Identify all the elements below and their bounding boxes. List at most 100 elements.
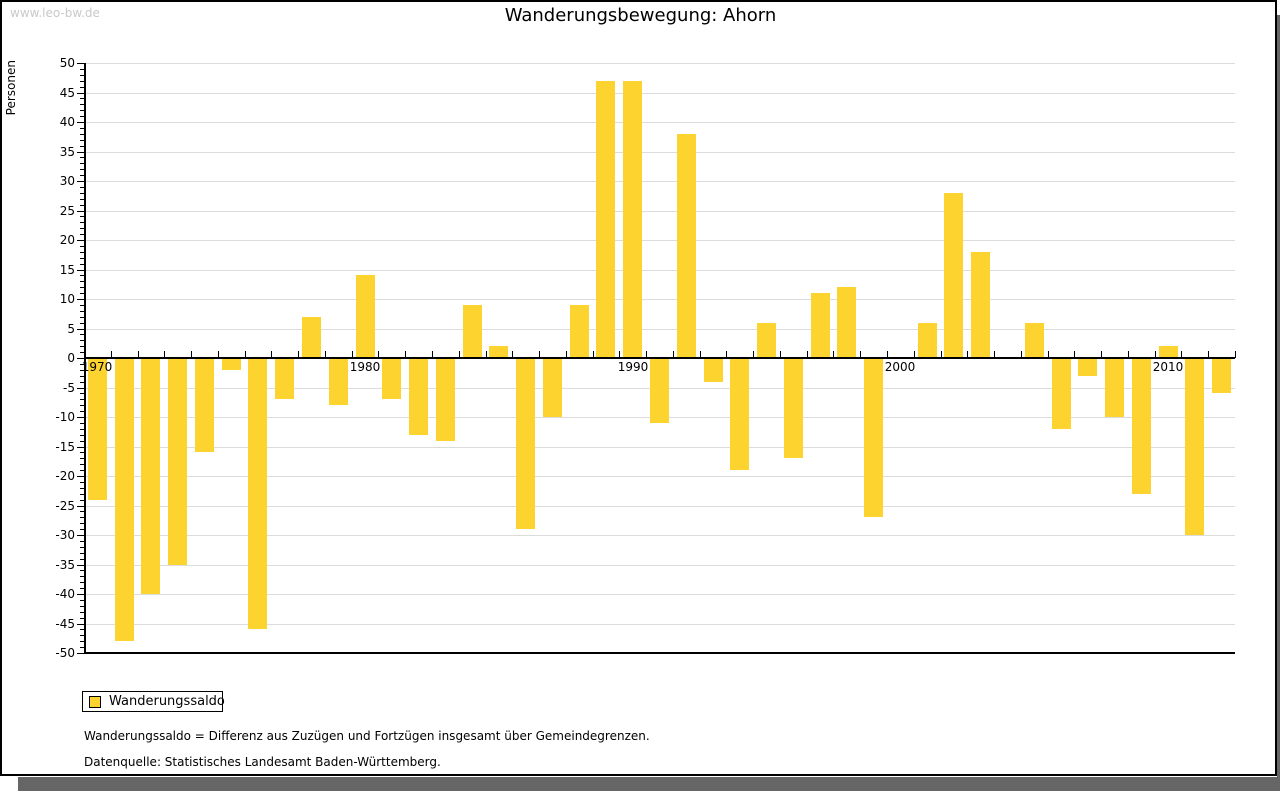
bar-2009: [1132, 358, 1151, 494]
y-major-tick: [77, 299, 84, 300]
y-major-tick: [77, 93, 84, 94]
y-minor-tick: [80, 75, 84, 76]
y-minor-tick: [80, 570, 84, 571]
gridline: [84, 93, 1235, 94]
gridline: [84, 122, 1235, 123]
gridline: [84, 565, 1235, 566]
x-decade-label-1980: 1980: [349, 360, 381, 374]
y-tick-label: 20: [59, 233, 75, 247]
y-minor-tick: [80, 423, 84, 424]
y-minor-tick: [80, 87, 84, 88]
watermark: www.leo-bw.de: [10, 6, 100, 20]
y-minor-tick: [80, 629, 84, 630]
gridline: [84, 624, 1235, 625]
y-minor-tick: [80, 116, 84, 117]
y-minor-tick: [80, 234, 84, 235]
x-tick: [566, 351, 567, 358]
y-major-tick: [77, 152, 84, 153]
bar-1984: [463, 305, 482, 358]
legend-label: Wanderungssaldo: [109, 694, 225, 709]
bar-1994: [730, 358, 749, 470]
bar-1993: [704, 358, 723, 382]
y-minor-tick: [80, 246, 84, 247]
y-major-tick: [77, 358, 84, 359]
footnote-source: Datenquelle: Statistisches Landesamt Bad…: [84, 755, 441, 769]
y-major-tick: [77, 506, 84, 507]
x-tick: [619, 351, 620, 358]
bar-1978: [302, 317, 321, 358]
bar-1977: [275, 358, 294, 399]
x-tick: [245, 351, 246, 358]
y-minor-tick: [80, 429, 84, 430]
bar-1995: [757, 323, 776, 358]
bar-1975: [222, 358, 241, 370]
gridline: [84, 594, 1235, 595]
y-major-tick: [77, 240, 84, 241]
x-tick: [539, 351, 540, 358]
bar-1980: [356, 275, 375, 358]
y-minor-tick: [80, 199, 84, 200]
x-tick: [111, 351, 112, 358]
gridline: [84, 299, 1235, 300]
y-tick-label: -20: [55, 469, 75, 483]
x-decade-label-2010: 2010: [1152, 360, 1184, 374]
y-minor-tick: [80, 541, 84, 542]
y-major-tick: [77, 211, 84, 212]
bar-2007: [1078, 358, 1097, 376]
y-minor-tick: [80, 69, 84, 70]
bar-1974: [195, 358, 214, 452]
y-minor-tick: [80, 547, 84, 548]
y-minor-tick: [80, 352, 84, 353]
x-tick: [646, 351, 647, 358]
x-tick: [352, 351, 353, 358]
y-tick-label: -45: [55, 617, 75, 631]
x-tick: [298, 351, 299, 358]
y-minor-tick: [80, 157, 84, 158]
y-major-tick: [77, 63, 84, 64]
bar-1999: [864, 358, 883, 517]
x-tick: [1128, 351, 1129, 358]
y-minor-tick: [80, 641, 84, 642]
x-tick: [512, 351, 513, 358]
bar-1981: [382, 358, 401, 399]
y-minor-tick: [80, 494, 84, 495]
y-tick-label: 5: [67, 322, 75, 336]
drop-shadow-right: [1277, 15, 1280, 791]
y-minor-tick: [80, 618, 84, 619]
y-minor-tick: [80, 317, 84, 318]
x-tick: [1235, 351, 1236, 358]
y-minor-tick: [80, 576, 84, 577]
x-tick: [726, 351, 727, 358]
x-decade-label-2000: 2000: [884, 360, 916, 374]
y-minor-tick: [80, 612, 84, 613]
bar-2012: [1212, 358, 1231, 393]
bar-1973: [168, 358, 187, 565]
y-minor-tick: [80, 305, 84, 306]
y-minor-tick: [80, 523, 84, 524]
bar-1996: [784, 358, 803, 458]
y-major-tick: [77, 181, 84, 182]
chart-title: Wanderungsbewegung: Ahorn: [504, 5, 777, 26]
bar-1992: [677, 134, 696, 358]
gridline: [84, 63, 1235, 64]
y-minor-tick: [80, 600, 84, 601]
legend-swatch-wanderungssaldo: [89, 696, 101, 708]
y-minor-tick: [80, 511, 84, 512]
x-tick: [753, 351, 754, 358]
y-major-tick: [77, 122, 84, 123]
x-axis-zero-line: [84, 357, 1235, 359]
gridline: [84, 447, 1235, 448]
y-tick-label: -10: [55, 410, 75, 424]
x-tick: [994, 351, 995, 358]
x-tick: [593, 351, 594, 358]
gridline: [84, 240, 1235, 241]
y-tick-label: 25: [59, 204, 75, 218]
x-tick: [1208, 351, 1209, 358]
x-tick: [887, 351, 888, 358]
y-tick-label: 40: [59, 115, 75, 129]
y-major-tick: [77, 417, 84, 418]
y-major-tick: [77, 653, 84, 654]
y-minor-tick: [80, 529, 84, 530]
y-tick-label: -35: [55, 558, 75, 572]
y-major-tick: [77, 594, 84, 595]
